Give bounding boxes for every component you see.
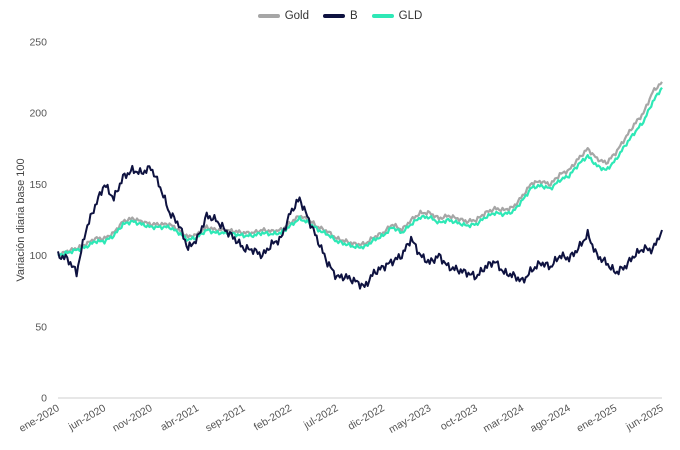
x-tick-label: feb-2022 [252, 402, 294, 433]
legend-label-b: B [349, 10, 358, 22]
series-line-gold [57, 81, 663, 258]
legend-swatch-gold [257, 14, 280, 18]
legend: Gold B GLD [0, 10, 680, 22]
y-axis-ticks: 0 50 100 150 200 250 [29, 37, 47, 405]
legend-item-b: B [322, 10, 358, 22]
legend-swatch-b [322, 14, 345, 18]
x-tick-label: abr-2021 [158, 402, 201, 433]
y-tick-label: 200 [29, 108, 47, 120]
x-tick-label: oct-2023 [438, 402, 480, 433]
y-axis-label: Variación diaria base 100 [15, 158, 27, 281]
legend-item-gld: GLD [371, 10, 423, 22]
y-tick-label: 0 [41, 393, 47, 405]
y-tick-label: 250 [29, 37, 47, 49]
series-line-gld [57, 86, 663, 257]
y-tick-label: 150 [29, 179, 47, 191]
series-line-b [57, 164, 663, 290]
y-tick-label: 100 [29, 250, 47, 262]
series-lines [57, 81, 663, 290]
legend-label-gold: Gold [284, 10, 309, 22]
legend-swatch-gld [371, 14, 394, 18]
x-tick-label: jun-2020 [66, 402, 108, 433]
x-tick-label: ago-2024 [528, 402, 573, 435]
x-tick-label: nov-2020 [110, 402, 154, 434]
legend-item-gold: Gold [257, 10, 309, 22]
x-tick-label: mar-2024 [481, 402, 526, 435]
x-tick-label: ene-2025 [575, 402, 620, 435]
x-tick-label: jun-2025 [623, 402, 665, 433]
legend-label-gld: GLD [398, 10, 423, 22]
x-tick-label: sep-2021 [203, 402, 247, 434]
y-tick-label: 50 [35, 321, 47, 333]
x-tick-label: dic-2022 [346, 402, 387, 433]
x-axis-ticks: ene-2020 jun-2020 nov-2020 abr-2021 sep-2021… [17, 402, 666, 436]
x-tick-label: may-2023 [387, 402, 434, 436]
x-tick-label: jul-2022 [301, 402, 340, 432]
x-tick-label: ene-2020 [17, 402, 62, 435]
